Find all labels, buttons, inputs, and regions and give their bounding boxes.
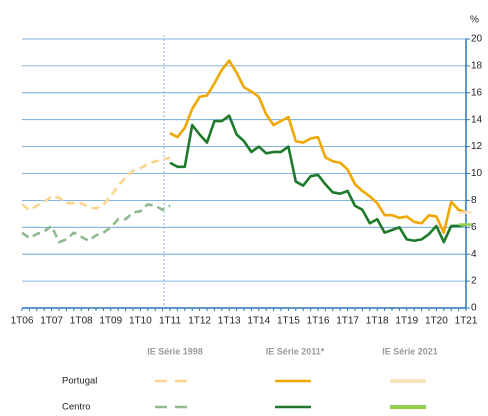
- x-tick-label: 1T11: [159, 316, 181, 327]
- y-tick-label: 12: [471, 141, 483, 152]
- series-line: [21, 203, 171, 244]
- x-tick-label: 1T18: [366, 316, 389, 327]
- x-tick-label: 1T14: [247, 316, 270, 327]
- series-line: [169, 114, 467, 244]
- legend-header: IE Série 2021: [382, 346, 438, 356]
- series-line: [21, 156, 171, 212]
- y-tick-label: 2: [471, 276, 477, 287]
- x-tick-label: 1T10: [129, 316, 152, 327]
- x-tick-label: 1T09: [99, 316, 122, 327]
- legend-header: IE Série 2011*: [266, 346, 325, 356]
- x-tick-label: 1T20: [425, 316, 448, 327]
- series-line: [169, 59, 467, 234]
- y-tick-label: 8: [471, 195, 477, 206]
- x-tick-label: 1T16: [307, 316, 330, 327]
- y-tick-label: 20: [471, 34, 483, 45]
- y-tick-label: 10: [471, 168, 483, 179]
- x-tick-label: 1T15: [277, 316, 300, 327]
- x-tick-label: 1T17: [336, 316, 359, 327]
- y-tick-label: 16: [471, 87, 483, 98]
- legend-header: IE Série 1998: [147, 346, 203, 356]
- y-tick-label: 4: [471, 249, 477, 260]
- y-tick-label: 6: [471, 222, 477, 233]
- legend-label: Portugal: [62, 376, 97, 387]
- y-tick-label: 14: [471, 114, 483, 125]
- y-tick-label: 0: [471, 303, 477, 314]
- x-tick-label: 1T12: [188, 316, 211, 327]
- legend-label: Centro: [62, 402, 91, 413]
- x-tick-label: 1T13: [218, 316, 241, 327]
- y-axis-label: %: [470, 15, 479, 26]
- y-tick-label: 18: [471, 61, 483, 72]
- x-tick-label: 1T19: [395, 316, 418, 327]
- x-tick-label: 1T21: [455, 316, 478, 327]
- x-tick-label: 1T06: [11, 316, 34, 327]
- x-tick-label: 1T08: [70, 316, 93, 327]
- x-tick-label: 1T07: [40, 316, 63, 327]
